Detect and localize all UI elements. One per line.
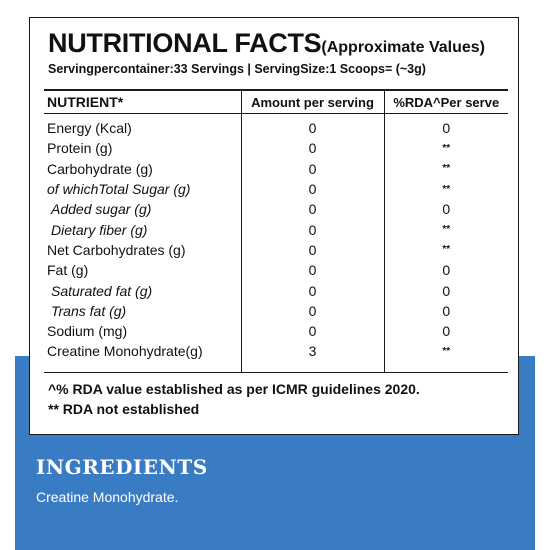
nutrient-amount: 0 bbox=[240, 158, 384, 179]
nutrient-amount: 0 bbox=[240, 239, 384, 261]
nutrient-name: Net Carbohydrates (g) bbox=[47, 241, 186, 258]
column-header-amount: Amount per serving bbox=[240, 89, 384, 114]
ingredients-text: Creatine Monohydrate. bbox=[36, 489, 179, 505]
nutrition-label: NUTRITIONAL FACTS(Approximate Values) Se… bbox=[29, 17, 519, 435]
nutrient-rda: ** bbox=[383, 158, 508, 179]
table-row: Added sugar (g) 0 0 bbox=[44, 199, 508, 220]
nutrient-name: Protein (g) bbox=[47, 140, 113, 157]
footnote-rda-not-established: ** RDA not established bbox=[48, 401, 200, 417]
nutrient-name: Creatine Monohydrate(g) bbox=[44, 341, 241, 373]
nutrient-amount: 0 bbox=[240, 178, 384, 200]
nutrient-name: Sodium (mg) bbox=[47, 323, 128, 340]
title-main: NUTRITIONAL FACTS bbox=[48, 28, 322, 58]
table-row: Creatine Monohydrate(g) 3 ** bbox=[44, 341, 508, 373]
nutrient-name: Added sugar (g) bbox=[51, 201, 152, 218]
table-header-row: NUTRIENT* Amount per serving %RDA^Per se… bbox=[44, 89, 508, 114]
nutrient-rda: 0 bbox=[383, 199, 508, 220]
title-suffix: (Approximate Values) bbox=[321, 39, 485, 56]
nutrient-rda: 0 bbox=[383, 300, 508, 321]
nutrient-name: Energy (Kcal) bbox=[47, 120, 132, 137]
nutrient-rda: 0 bbox=[383, 260, 508, 281]
table-row: Carbohydrate (g) 0 ** bbox=[44, 158, 508, 179]
nutrient-amount: 0 bbox=[240, 300, 384, 321]
nutrient-rda: ** bbox=[383, 138, 508, 159]
table-row: Saturated fat (g) 0 0 bbox=[44, 280, 508, 301]
nutrient-amount: 0 bbox=[240, 280, 384, 301]
nutrient-rda: ** bbox=[383, 178, 508, 200]
table-row: of whichTotal Sugar (g) 0 ** bbox=[44, 178, 508, 200]
nutrient-name: Saturated fat (g) bbox=[51, 282, 153, 299]
footnote-rda-source: ^% RDA value established as per ICMR gui… bbox=[48, 381, 420, 397]
nutrient-name: Carbohydrate (g) bbox=[47, 160, 153, 177]
nutrient-amount: 3 bbox=[240, 341, 384, 373]
nutrient-amount: 0 bbox=[240, 320, 384, 342]
nutrition-table: NUTRIENT* Amount per serving %RDA^Per se… bbox=[44, 89, 508, 373]
nutrient-rda: 0 bbox=[383, 280, 508, 301]
nutrient-amount: 0 bbox=[240, 113, 384, 139]
nutrient-amount: 0 bbox=[240, 199, 384, 220]
nutrient-rda: 0 bbox=[383, 320, 508, 342]
nutrient-name: Fat (g) bbox=[47, 262, 89, 279]
nutrient-amount: 0 bbox=[240, 219, 384, 240]
serving-info: Servingpercontainer:33 Servings | Servin… bbox=[48, 62, 426, 76]
nutrient-rda: 0 bbox=[383, 113, 508, 139]
table-row: Energy (Kcal) 0 0 bbox=[44, 113, 508, 139]
nutrient-rda: ** bbox=[383, 239, 508, 261]
table-row: Protein (g) 0 ** bbox=[44, 138, 508, 159]
table-row: Trans fat (g) 0 0 bbox=[44, 300, 508, 321]
nutrient-name: Dietary fiber (g) bbox=[51, 221, 148, 238]
nutrient-amount: 0 bbox=[240, 260, 384, 281]
nutrient-name: of whichTotal Sugar (g) bbox=[47, 181, 191, 198]
table-row: Sodium (mg) 0 0 bbox=[44, 320, 508, 342]
table-row: Fat (g) 0 0 bbox=[44, 260, 508, 281]
table-row: Dietary fiber (g) 0 ** bbox=[44, 219, 508, 240]
nutrient-rda: ** bbox=[383, 341, 508, 373]
nutrient-name: Trans fat (g) bbox=[51, 302, 127, 319]
nutrient-amount: 0 bbox=[240, 138, 384, 159]
label-title: NUTRITIONAL FACTS(Approximate Values) bbox=[48, 28, 485, 59]
table-row: Net Carbohydrates (g) 0 ** bbox=[44, 239, 508, 261]
column-header-nutrient: NUTRIENT* bbox=[44, 89, 241, 114]
ingredients-heading: INGREDIENTS bbox=[36, 455, 208, 479]
column-header-rda: %RDA^Per serve bbox=[383, 89, 508, 114]
nutrient-rda: ** bbox=[383, 219, 508, 240]
